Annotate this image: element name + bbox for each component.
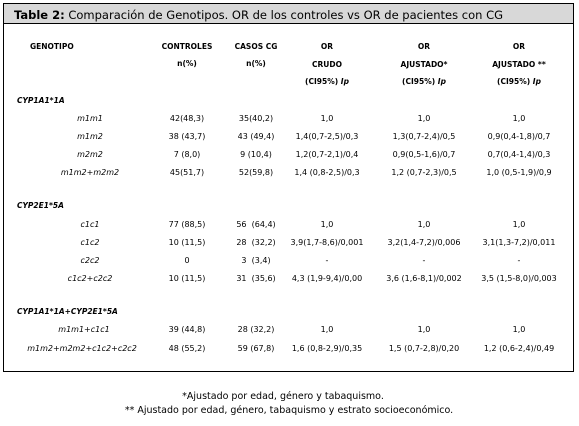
or-ajustado-cell: 1,0 bbox=[417, 325, 431, 334]
casos-cell: 31 (35,6) bbox=[236, 274, 276, 283]
or-crudo-cell: 1,0 bbox=[320, 220, 334, 229]
casos-cell: 9 (10,4) bbox=[240, 150, 272, 159]
or-crudo-cell: 1,4 (0,8-2,5)/0,3 bbox=[294, 168, 360, 177]
controles-cell: 39 (44,8) bbox=[168, 325, 206, 334]
controles-cell: 48 (55,2) bbox=[168, 344, 206, 353]
controles-cell: 10 (11,5) bbox=[168, 274, 206, 283]
header-casos: CASOS CG bbox=[234, 42, 278, 51]
table-title: Table 2: Comparación de Genotipos. OR de… bbox=[14, 8, 503, 22]
casos-cell: 56 (64,4) bbox=[236, 220, 276, 229]
or-ajustado-cell: 1,0 bbox=[417, 220, 431, 229]
controles-cell: 42(48,3) bbox=[169, 114, 205, 123]
footnote-adjusted-2: ** Ajustado por edad, género, tabaquismo… bbox=[124, 405, 454, 416]
footnote-adjusted: *Ajustado por edad, género y tabaquismo. bbox=[182, 391, 384, 402]
genotype-cell: m1m2+m2m2 bbox=[60, 168, 120, 177]
or-ajustado-cell: 1,0 bbox=[417, 114, 431, 123]
or-crudo-cell: 3,9(1,7-8,6)/0,001 bbox=[290, 238, 364, 247]
or-crudo-cell: 1,0 bbox=[320, 114, 334, 123]
or-crudo-cell: 1,4(0,7-2,5)/0,3 bbox=[295, 132, 359, 141]
header-casos-unit: n(%) bbox=[246, 59, 266, 68]
table-caption: Comparación de Genotipos. OR de los cont… bbox=[64, 8, 504, 22]
header-or-ajustado: OR bbox=[417, 42, 431, 51]
genotype-cell: c1c2 bbox=[80, 238, 100, 247]
controles-cell: 77 (88,5) bbox=[168, 220, 206, 229]
or-ajustado-cell: 1,3(0,7-2,4)/0,5 bbox=[392, 132, 456, 141]
genotype-cell: c1c2+c2c2 bbox=[67, 274, 113, 283]
genotype-cell: c2c2 bbox=[80, 256, 100, 265]
header-controles: CONTROLES bbox=[161, 42, 213, 51]
or-ajustado-cell: 1,2 (0,7-2,3)/0,5 bbox=[391, 168, 457, 177]
or-crudo-cell: 1,2(0,7-2,1)/0,4 bbox=[295, 150, 359, 159]
casos-cell: 35(40,2) bbox=[238, 114, 274, 123]
or-crudo-cell: 1,6 (0,8-2,9)/0,35 bbox=[291, 344, 363, 353]
or-ajustado2-cell: 1,0 bbox=[512, 114, 526, 123]
or-ajustado-cell: 3,2(1,4-7,2)/0,006 bbox=[387, 238, 461, 247]
casos-cell: 28 (32,2) bbox=[237, 325, 275, 334]
header-or-ajustado2-type: AJUSTADO ** bbox=[492, 60, 546, 69]
or-ajustado2-cell: 3,5 (1,5-8,0)/0,003 bbox=[481, 274, 557, 283]
header-or-ajustado2-ci: (CI95%) Ip bbox=[497, 77, 541, 86]
section-label-cyp1a1: CYP1A1*1A bbox=[17, 96, 65, 105]
or-ajustado-cell: 1,5 (0,7-2,8)/0,20 bbox=[388, 344, 460, 353]
or-ajustado2-cell: 1,0 bbox=[512, 220, 526, 229]
casos-cell: 59 (67,8) bbox=[237, 344, 275, 353]
or-crudo-cell: 4,3 (1,9-9,4)/0,00 bbox=[291, 274, 363, 283]
header-or-ajustado-type: AJUSTADO* bbox=[400, 60, 448, 69]
genotype-cell: m1m1 bbox=[77, 114, 103, 123]
or-ajustado2-cell: - bbox=[517, 256, 521, 265]
controles-cell: 10 (11,5) bbox=[168, 238, 206, 247]
genotype-cell: m2m2 bbox=[77, 150, 103, 159]
casos-cell: 28 (32,2) bbox=[236, 238, 276, 247]
or-ajustado-cell: 0,9(0,5-1,6)/0,7 bbox=[392, 150, 456, 159]
table-title-bar: Table 2: Comparación de Genotipos. OR de… bbox=[4, 4, 573, 24]
table-number: Table 2: bbox=[14, 8, 65, 22]
section-label-cyp2e1: CYP2E1*5A bbox=[17, 201, 64, 210]
or-crudo-cell: - bbox=[325, 256, 329, 265]
header-or-ajustado-ci: (CI95%) Ip bbox=[402, 77, 446, 86]
genotype-cell: m1m1+c1c1 bbox=[58, 325, 110, 334]
table-frame bbox=[3, 3, 574, 372]
header-or-ajustado2: OR bbox=[512, 42, 526, 51]
controles-cell: 7 (8,0) bbox=[173, 150, 201, 159]
controles-cell: 38 (43,7) bbox=[168, 132, 206, 141]
header-genotipo: GENOTIPO bbox=[30, 42, 74, 51]
genotype-cell: m1m2 bbox=[77, 132, 103, 141]
header-or-crudo: OR bbox=[320, 42, 334, 51]
or-ajustado2-cell: 1,0 bbox=[512, 325, 526, 334]
or-ajustado2-cell: 0,7(0,4-1,4)/0,3 bbox=[487, 150, 551, 159]
controles-cell: 0 bbox=[184, 256, 190, 265]
casos-cell: 52(59,8) bbox=[238, 168, 274, 177]
genotype-cell: c1c1 bbox=[80, 220, 100, 229]
casos-cell: 43 (49,4) bbox=[237, 132, 275, 141]
header-or-crudo-type: CRUDO bbox=[312, 60, 342, 69]
or-ajustado-cell: - bbox=[422, 256, 426, 265]
or-ajustado2-cell: 0,9(0,4-1,8)/0,7 bbox=[487, 132, 551, 141]
or-ajustado2-cell: 1,0 (0,5-1,9)/0,9 bbox=[486, 168, 552, 177]
casos-cell: 3 (3,4) bbox=[241, 256, 271, 265]
or-ajustado2-cell: 3,1(1,3-7,2)/0,011 bbox=[482, 238, 556, 247]
or-crudo-cell: 1,0 bbox=[320, 325, 334, 334]
genotype-cell: m1m2+m2m2+c1c2+c2c2 bbox=[27, 344, 137, 353]
section-label-combined: CYP1A1*1A+CYP2E1*5A bbox=[17, 307, 118, 316]
header-or-crudo-ci: (CI95%) Ip bbox=[305, 77, 349, 86]
or-ajustado-cell: 3,6 (1,6-8,1)/0,002 bbox=[386, 274, 462, 283]
or-ajustado2-cell: 1,2 (0,6-2,4)/0,49 bbox=[483, 344, 555, 353]
header-controles-unit: n(%) bbox=[177, 59, 197, 68]
controles-cell: 45(51,7) bbox=[169, 168, 205, 177]
